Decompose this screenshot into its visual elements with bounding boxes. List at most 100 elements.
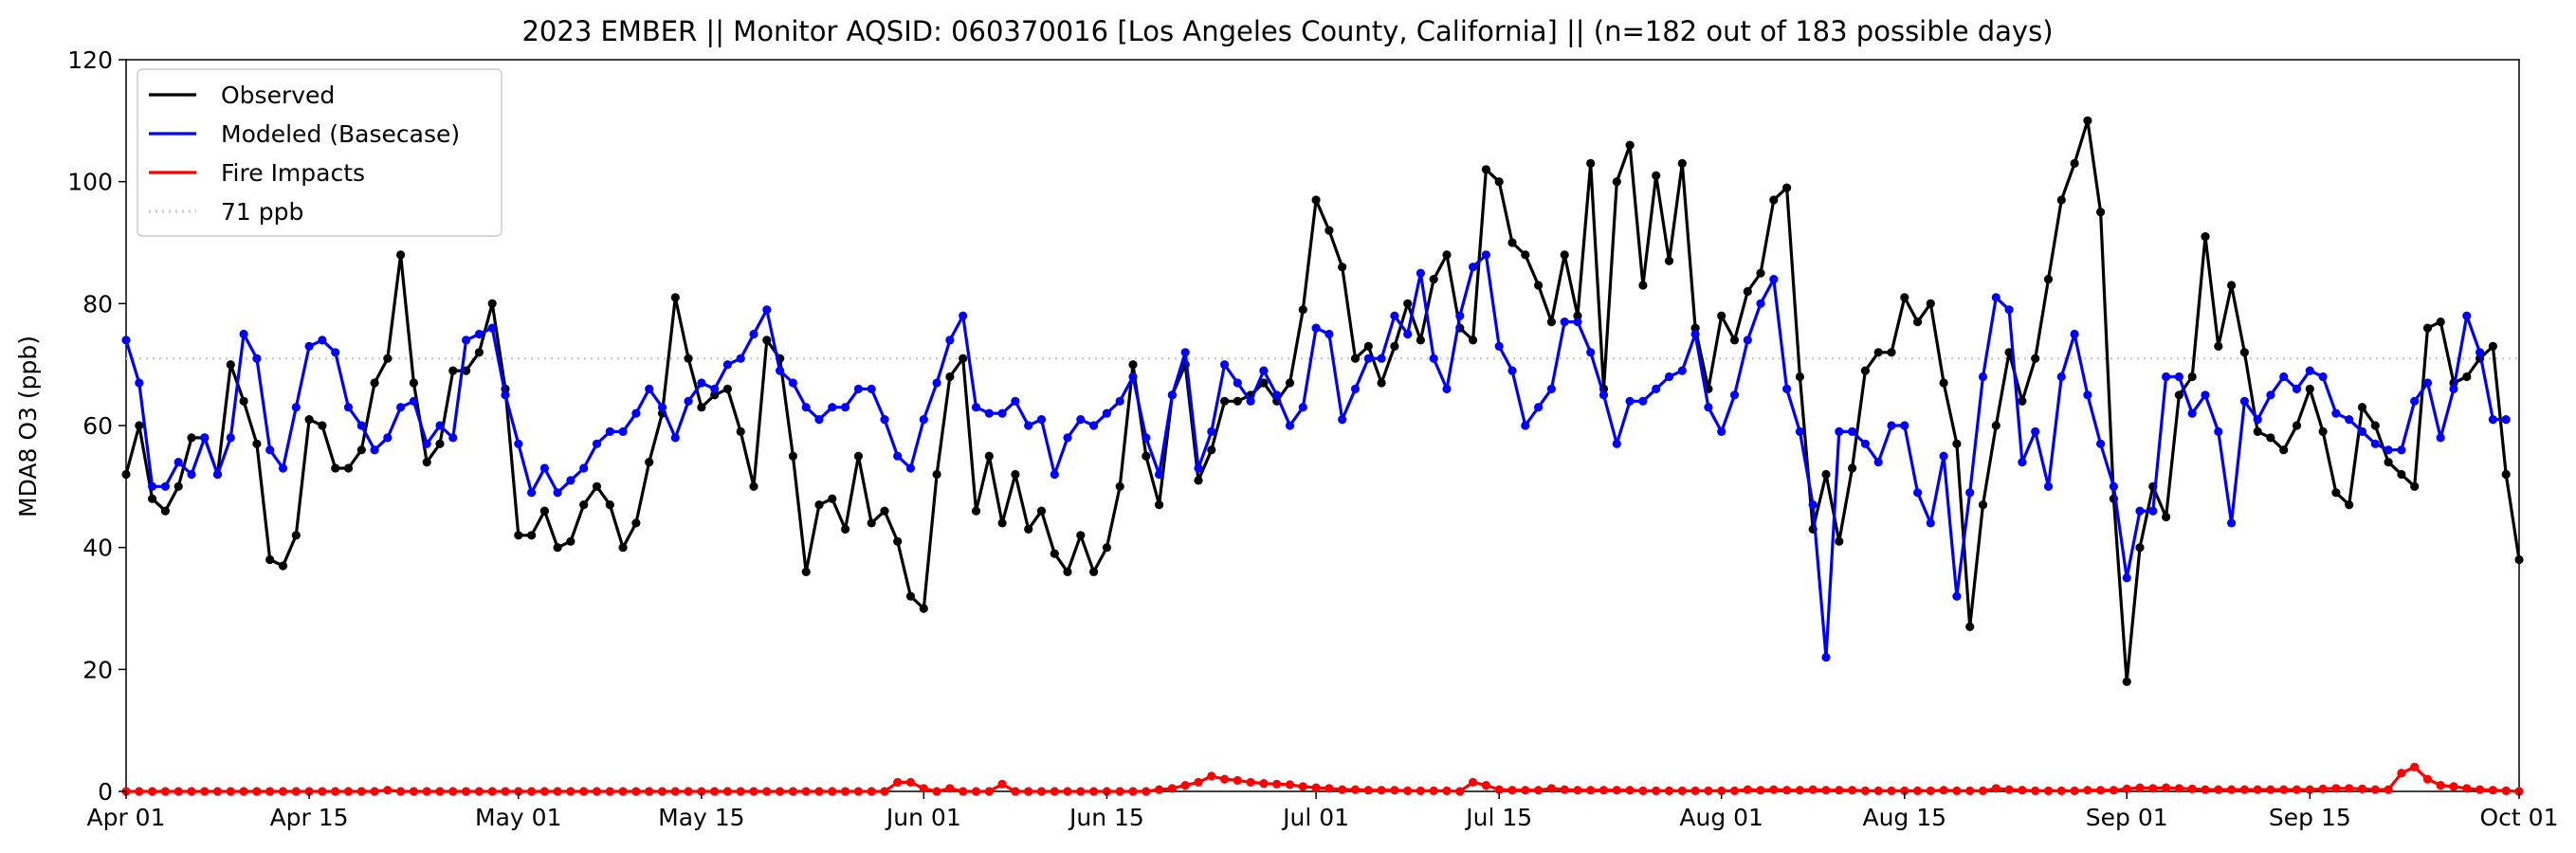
fire-impacts-point [984,787,994,796]
modeled-basecase-point [2305,366,2314,375]
modeled-basecase-point [422,439,431,448]
observed-point [2410,481,2420,491]
fire-impacts-point [657,787,667,796]
series-fire-impacts [121,762,2524,796]
fire-impacts-point [2214,785,2223,794]
modeled-basecase-point [814,415,824,425]
fire-impacts-point [945,784,955,793]
observed-point [1507,238,1517,247]
observed-point [1690,323,1700,333]
observed-point [2096,208,2106,217]
observed-point [2331,488,2341,498]
observed-point [1638,281,1648,290]
observed-point [984,451,994,461]
modeled-basecase-point [722,360,733,370]
fire-impacts-point [919,784,928,793]
fire-impacts-point [645,787,654,796]
fire-impacts-point [853,787,864,796]
fire-impacts-point [1887,786,1896,796]
x-tick-label: May 15 [658,804,744,831]
fire-impacts-point [2397,769,2406,778]
observed-point [1677,158,1687,168]
x-tick-label: May 01 [475,804,561,831]
fire-impacts-point [1194,777,1203,788]
modeled-basecase-point [801,403,811,412]
observed-point [893,536,903,546]
modeled-basecase-point [2004,305,2014,315]
fire-impacts-point [396,787,406,796]
modeled-basecase-point [1128,372,1138,382]
observed-point [959,354,968,363]
observed-point [1429,275,1438,284]
modeled-basecase-point [148,481,157,491]
modeled-basecase-point [762,305,772,315]
modeled-basecase-point [749,329,758,339]
modeled-basecase-point [553,488,562,498]
observed-point [828,494,837,503]
fire-impacts-point [252,787,262,796]
modeled-basecase-point [618,426,628,436]
observed-point [553,543,562,553]
fire-impacts-point [331,787,340,796]
y-tick-label: 80 [82,290,113,318]
modeled-basecase-point [1534,403,1544,412]
modeled-basecase-point [1076,415,1086,425]
fire-impacts-point [1952,786,1962,796]
modeled-basecase-point [2357,426,2367,436]
observed-point [1469,336,1478,345]
fire-impacts-point [1469,777,1478,788]
fire-impacts-point [2422,774,2433,784]
observed-point [1756,268,1765,278]
observed-point [722,384,733,393]
fire-impacts-point [1115,787,1124,796]
observed-point [2488,341,2497,351]
modeled-basecase-point [1652,384,1661,393]
fire-impacts-point [1128,787,1138,796]
modeled-basecase-point [1455,311,1465,320]
fire-impacts-point [1729,786,1740,796]
observed-point [1848,463,1857,473]
fire-impacts-point [1142,787,1151,796]
observed-point [2422,323,2433,333]
observed-point [932,469,941,480]
modeled-basecase-point [356,421,366,430]
observed-point [631,518,641,528]
modeled-basecase-point [867,384,876,393]
fire-impacts-point [1377,786,1386,795]
y-tick-label: 40 [82,535,113,562]
x-tick-label: Sep 01 [2086,804,2168,831]
observed-point [265,554,275,565]
fire-impacts-point [1782,786,1792,795]
modeled-basecase-point [2449,384,2458,393]
fire-impacts-point [212,787,223,796]
fire-impacts-point [1573,786,1582,795]
fire-impacts-point [880,787,889,796]
modeled-basecase-point [1350,384,1361,393]
modeled-basecase-point [1102,408,1111,418]
observed-point [121,469,131,480]
modeled-basecase-point [1429,354,1438,363]
observed-point [1442,250,1452,260]
observed-point [409,378,418,388]
modeled-basecase-point [501,390,510,400]
fire-impacts-point [2096,786,2106,795]
observed-point [1089,567,1099,577]
observed-point [1416,336,1425,345]
modeled-basecase-point [1246,396,1255,406]
modeled-basecase-point [1194,463,1203,473]
observed-point [1664,256,1674,265]
fire-impacts-point [631,787,641,796]
fire-impacts-point [1494,785,1504,794]
fire-impacts-point [592,787,602,796]
observed-point [1350,354,1361,363]
observed-point [1913,318,1923,327]
modeled-basecase-point [1050,469,1059,480]
observed-point [841,524,850,535]
fire-impacts-point [1481,781,1490,790]
x-tick-label: Aug 15 [1862,804,1946,831]
legend: Observed Modeled (Basecase) Fire Impacts 71… [137,68,502,237]
x-tick-label: Jul 15 [1464,804,1532,831]
observed-point [1024,524,1033,535]
modeled-basecase-point [2422,378,2433,388]
modeled-basecase-point [487,323,497,333]
